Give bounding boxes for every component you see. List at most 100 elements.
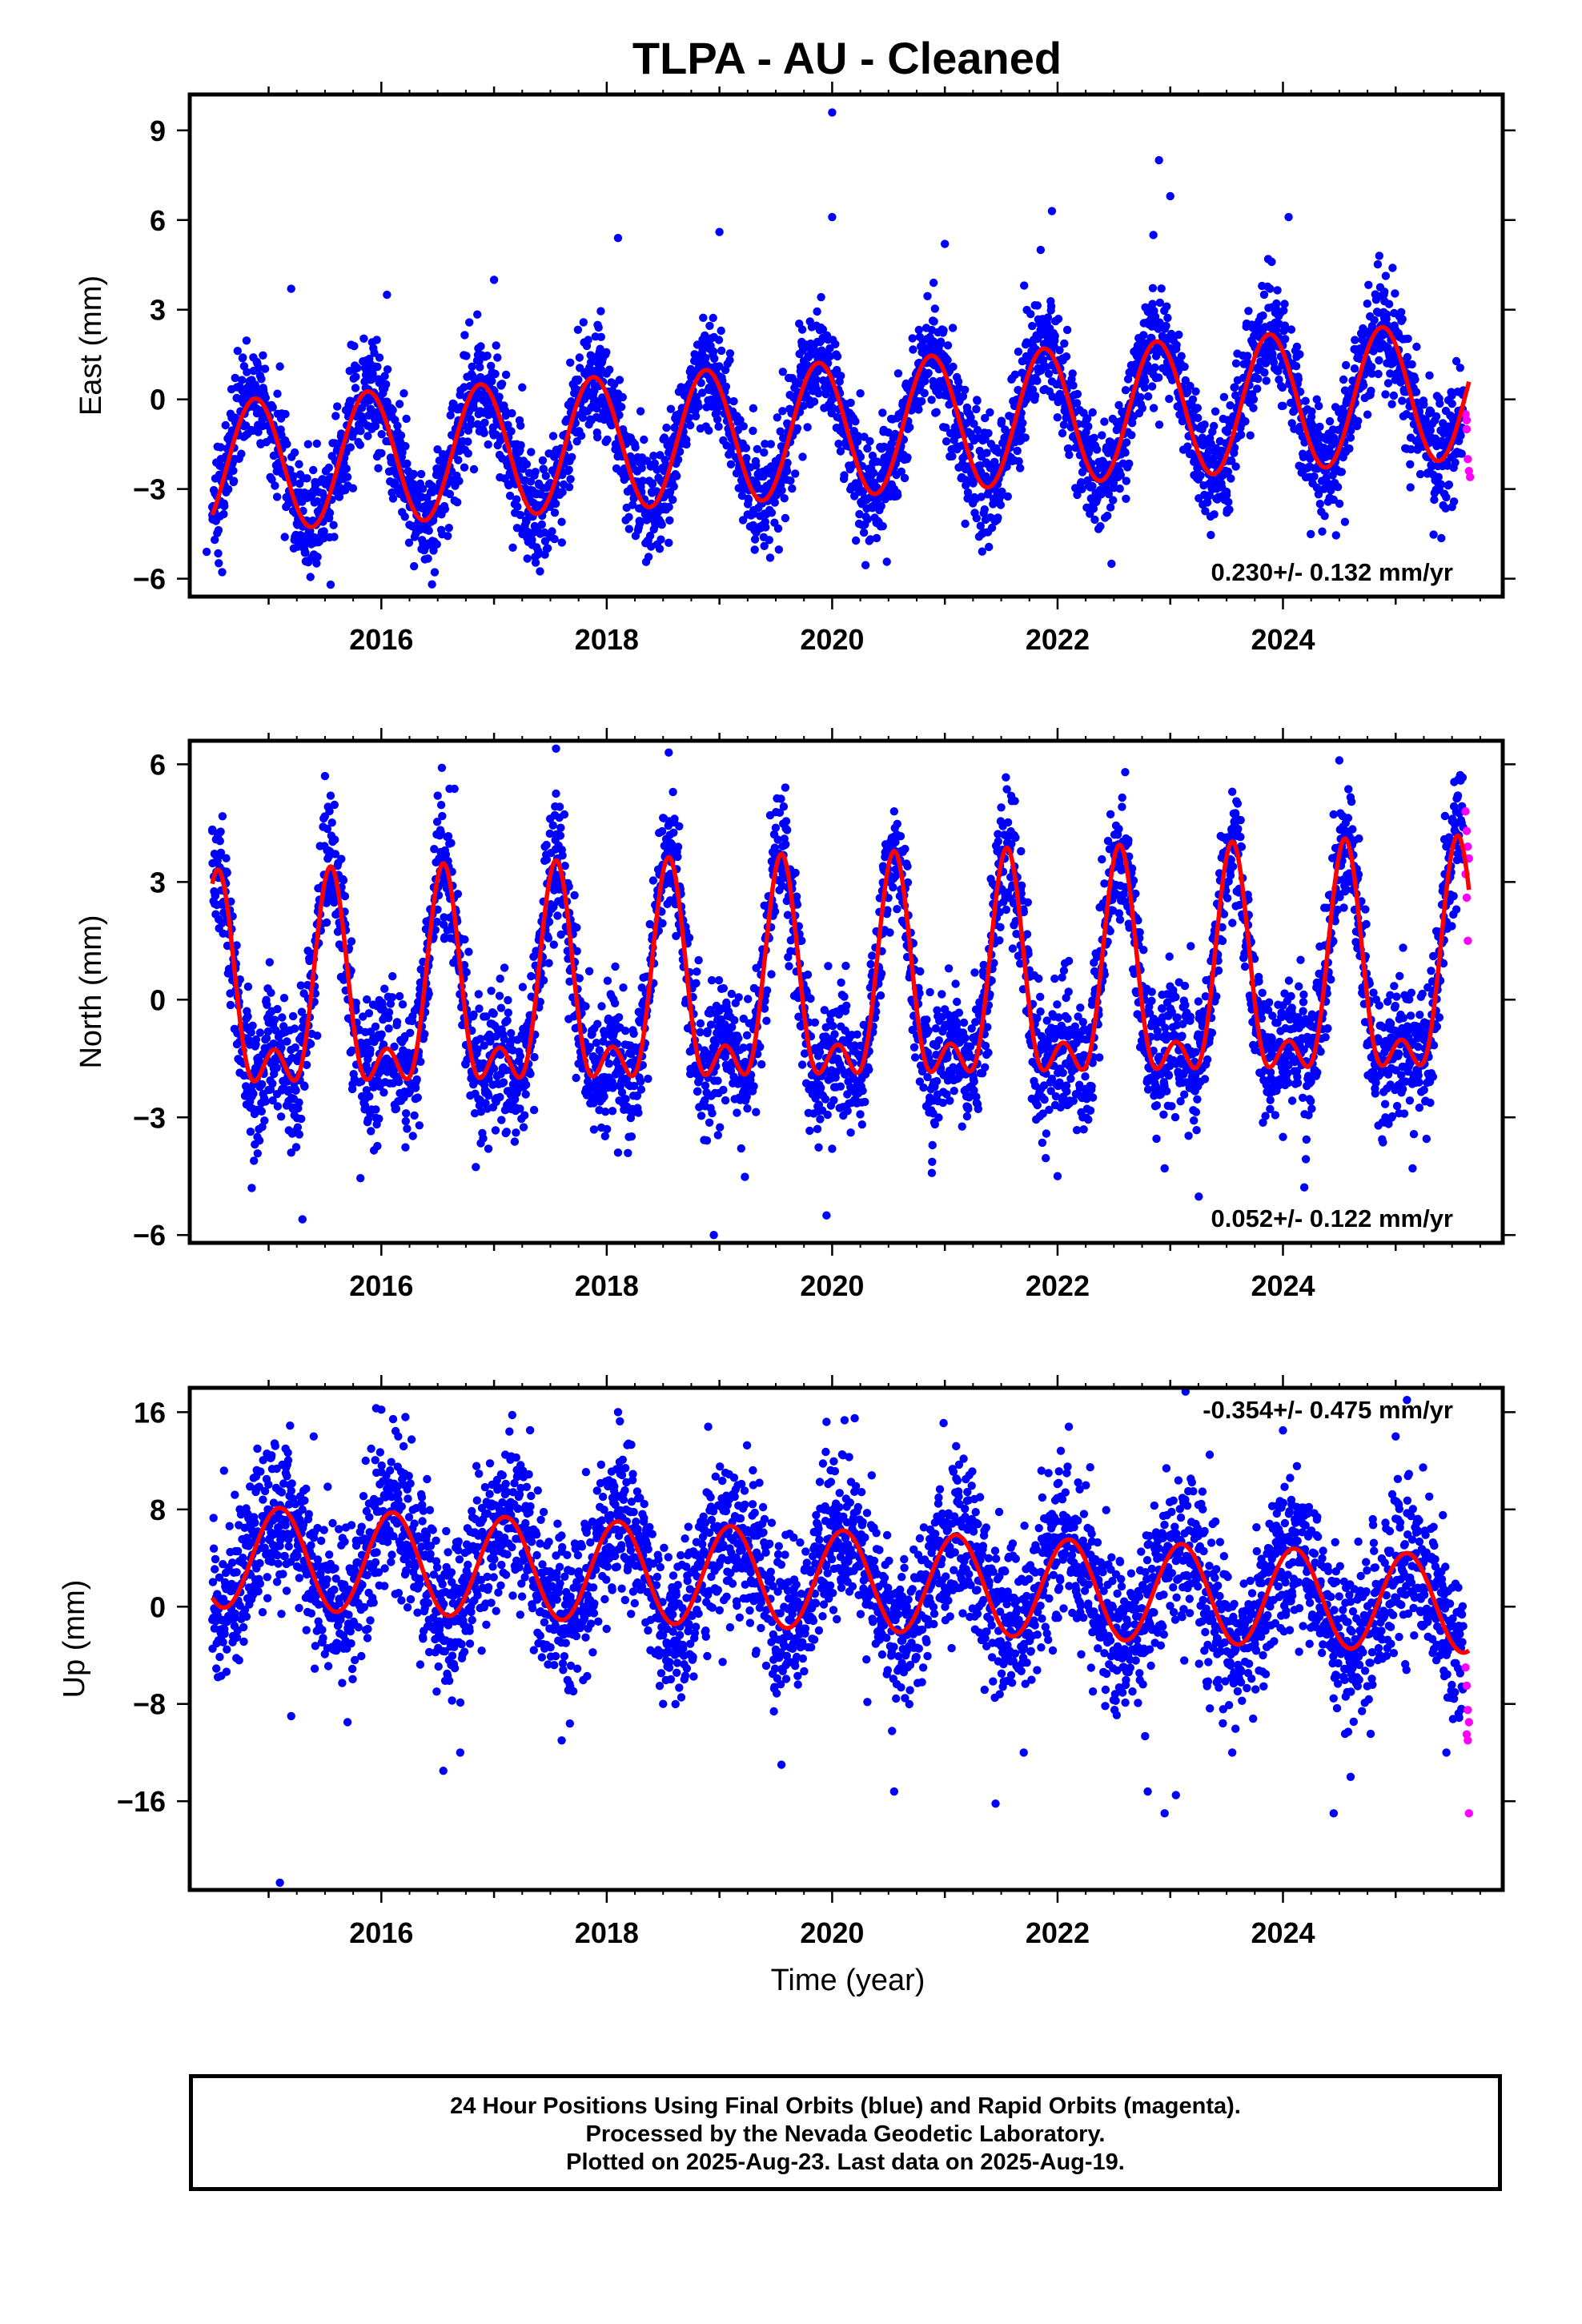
final-orbit-point <box>479 1134 488 1143</box>
final-orbit-point <box>1196 471 1205 480</box>
final-orbit-point <box>1398 396 1407 405</box>
final-orbit-point <box>231 373 239 383</box>
final-orbit-point <box>464 437 472 446</box>
final-orbit-point <box>1154 373 1163 382</box>
final-orbit-point <box>273 1102 283 1111</box>
final-orbit-point <box>1193 404 1203 412</box>
final-orbit-point <box>518 983 528 991</box>
final-orbit-point <box>538 456 548 465</box>
final-orbit-point <box>596 307 605 316</box>
final-orbit-point <box>909 345 917 354</box>
final-orbit-point <box>291 1086 300 1096</box>
final-orbit-point <box>737 491 747 501</box>
final-orbit-point <box>631 443 640 452</box>
final-orbit-point <box>534 546 543 556</box>
final-orbit-point <box>741 444 751 452</box>
final-orbit-point <box>313 497 322 506</box>
final-orbit-point <box>1266 284 1275 293</box>
final-orbit-point <box>371 1022 380 1031</box>
final-orbit-point <box>1098 431 1106 440</box>
final-orbit-point <box>914 405 923 414</box>
final-orbit-point <box>1047 207 1057 215</box>
final-orbit-point <box>475 1004 484 1013</box>
final-orbit-point <box>1149 404 1158 412</box>
final-orbit-point <box>753 444 761 453</box>
final-orbit-point <box>715 227 724 236</box>
final-orbit-point <box>404 538 414 547</box>
final-orbit-point <box>1058 428 1067 438</box>
final-orbit-point <box>797 325 807 334</box>
final-orbit-point <box>1141 376 1150 385</box>
final-orbit-point <box>878 521 887 531</box>
final-orbit-point <box>516 510 524 520</box>
final-orbit-point <box>828 403 837 412</box>
final-orbit-point <box>1222 490 1231 500</box>
final-orbit-point <box>290 448 299 457</box>
final-orbit-point <box>1382 310 1391 319</box>
final-orbit-point <box>551 499 560 509</box>
final-orbit-point <box>527 448 536 456</box>
final-orbit-point <box>1279 401 1287 410</box>
final-orbit-point <box>717 326 725 336</box>
final-orbit-point <box>975 461 985 470</box>
final-orbit-point <box>1036 245 1046 255</box>
final-orbit-point <box>657 521 666 529</box>
final-orbit-point <box>395 991 404 1001</box>
final-orbit-point <box>337 854 346 863</box>
final-orbit-point <box>333 402 342 411</box>
final-orbit-point <box>969 479 978 488</box>
final-orbit-point <box>1122 494 1130 503</box>
final-orbit-point <box>1227 474 1235 483</box>
final-orbit-point <box>1162 321 1170 331</box>
final-orbit-point <box>1307 529 1315 539</box>
final-orbit-point <box>283 440 291 448</box>
final-orbit-point <box>403 459 412 468</box>
final-orbit-point <box>869 468 878 477</box>
final-orbit-point <box>713 415 722 424</box>
final-orbit-point <box>600 415 608 424</box>
final-orbit-point <box>377 430 386 439</box>
final-orbit-point <box>1210 421 1219 431</box>
final-orbit-point <box>489 1064 499 1073</box>
final-orbit-point <box>504 1008 512 1017</box>
final-orbit-point <box>948 452 957 460</box>
final-orbit-point <box>246 1128 255 1136</box>
y-tick-label: −3 <box>133 473 166 506</box>
final-orbit-point <box>383 290 391 300</box>
final-orbit-point <box>686 420 695 430</box>
final-orbit-point <box>257 1107 266 1116</box>
final-orbit-point <box>322 918 331 927</box>
final-orbit-point <box>1149 231 1158 239</box>
final-orbit-point <box>1375 251 1384 260</box>
final-orbit-point <box>978 547 987 556</box>
final-orbit-point <box>738 516 748 525</box>
final-orbit-point <box>215 559 223 568</box>
final-orbit-point <box>430 568 440 577</box>
final-orbit-point <box>558 488 567 497</box>
final-orbit-point <box>1374 369 1383 379</box>
final-orbit-point <box>1147 382 1157 391</box>
final-orbit-point <box>725 356 734 364</box>
final-orbit-point <box>917 396 926 406</box>
final-orbit-point <box>697 379 705 388</box>
final-orbit-point <box>1177 352 1186 360</box>
final-orbit-point <box>353 364 362 372</box>
final-orbit-point <box>219 509 228 519</box>
final-orbit-point <box>220 501 229 511</box>
final-orbit-point <box>373 362 382 372</box>
final-orbit-point <box>429 546 438 555</box>
final-orbit-point <box>929 337 938 346</box>
final-orbit-point <box>866 535 875 544</box>
final-orbit-point <box>783 458 792 468</box>
final-orbit-point <box>508 543 517 552</box>
final-orbit-point <box>424 554 432 563</box>
final-orbit-point <box>497 1116 506 1124</box>
final-orbit-point <box>644 553 653 561</box>
final-orbit-point <box>791 469 800 478</box>
final-orbit-point <box>961 385 970 394</box>
final-orbit-point <box>962 419 971 428</box>
final-orbit-point <box>1429 530 1438 539</box>
final-orbit-point <box>927 396 936 404</box>
final-orbit-point <box>972 513 982 523</box>
